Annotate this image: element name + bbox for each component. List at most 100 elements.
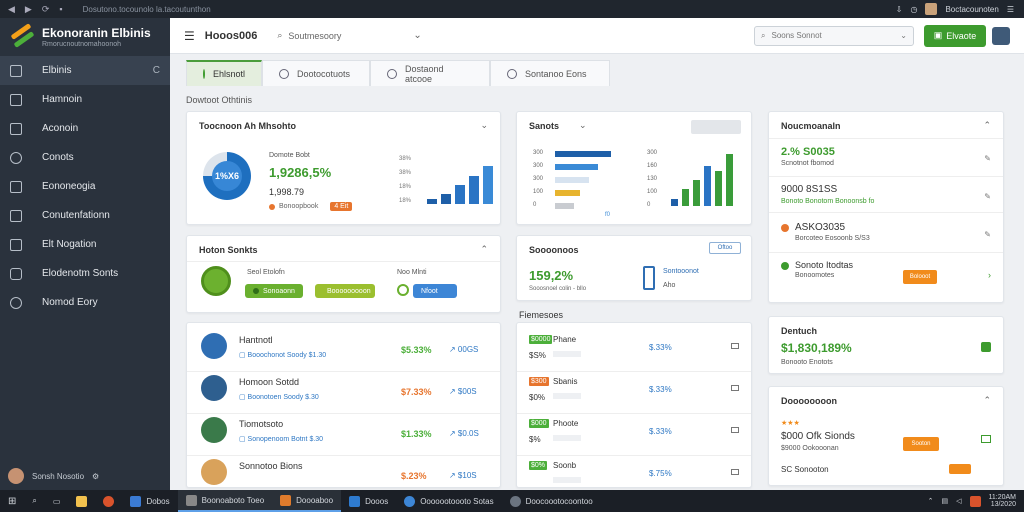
list-item[interactable]: Sonnotoo Bions $.23% ↗ $10S — [187, 459, 500, 497]
brand[interactable]: Ekonoranin Elbinis Rmorucnoutnomahoonoh — [0, 18, 170, 56]
list-item[interactable]: $0000 Phane $S% $.33% — [517, 335, 751, 372]
notification-item[interactable]: 9000 8S1SS Bonoto Bonotom Bonoonsb fo — [781, 184, 874, 205]
chevron-up-icon[interactable]: ⌃ — [983, 395, 991, 405]
check-icon[interactable] — [981, 342, 991, 352]
sidebar-item-aconoin[interactable]: Aconoin — [0, 114, 170, 143]
device-icon — [643, 266, 655, 290]
grid-icon[interactable] — [981, 435, 991, 443]
middle-pill[interactable]: Booooooooon — [315, 284, 375, 298]
start-button[interactable]: ⊞ — [0, 490, 24, 512]
chevron-up-icon[interactable]: ⌃ — [480, 244, 488, 254]
sidebar-user[interactable]: Sonsh Nosotio ⚙ — [8, 468, 99, 484]
sidebar-item-sonts[interactable]: Elodenotm Sonts — [0, 259, 170, 288]
header-avatar[interactable] — [992, 26, 1010, 45]
notification-app-icon[interactable] — [969, 495, 981, 507]
back-icon[interactable]: ◀ — [8, 3, 15, 14]
network-icon[interactable]: ▤ — [941, 498, 949, 505]
notification-item[interactable]: Sonoto Itodtas Bonoomotes — [781, 260, 853, 279]
calendar-icon[interactable] — [731, 427, 739, 433]
task-view-icon[interactable]: ▭ — [52, 496, 61, 506]
list-item[interactable]: $300 Sbanis $0% $.33% — [517, 377, 751, 414]
list-item[interactable]: $0% Soonb $.75% — [517, 461, 751, 497]
edit-icon[interactable]: ✎ — [984, 192, 991, 201]
notification-item[interactable]: 2.% S0035 Scnotnot fbomod — [781, 146, 835, 167]
sidebar-item-conots[interactable]: Conots — [0, 143, 170, 172]
taskbar-app[interactable]: Doooaboo — [272, 490, 342, 512]
status-chip[interactable] — [949, 464, 971, 474]
taskbar-app-label: Ooooootoooto Sotas — [420, 496, 494, 506]
account-label[interactable]: Boctacounoten — [945, 4, 999, 14]
list-item-title: Sbanis — [553, 377, 578, 386]
lock-icon: ▪ — [59, 3, 63, 14]
sidebar-item-eory[interactable]: Nomod Eory — [0, 288, 170, 317]
sidebar-item-hamnoin[interactable]: Hamnoin — [0, 85, 170, 114]
taskbar-app[interactable]: Ooooootoooto Sotas — [396, 490, 501, 512]
calendar-icon[interactable] — [731, 385, 739, 391]
filter-button[interactable] — [691, 120, 741, 134]
chevron-down-icon[interactable]: ⌄ — [480, 120, 488, 130]
divider — [187, 261, 500, 262]
primary-action-button[interactable]: ▣ Elvaote — [924, 24, 986, 47]
divider — [769, 176, 1003, 177]
taskbar-app[interactable]: Dobos — [122, 490, 177, 512]
volume-icon[interactable]: ◁ — [956, 498, 962, 505]
status-badge[interactable]: Sooton — [903, 437, 939, 451]
sidebar-item-nogation[interactable]: Elt Nogation — [0, 230, 170, 259]
download-icon[interactable]: ⇩ — [895, 4, 903, 14]
sidebar-item-eononeogia[interactable]: Eononeogia — [0, 172, 170, 201]
edit-icon[interactable]: ✎ — [984, 154, 991, 163]
chevron-up-icon[interactable]: ⌃ — [927, 498, 934, 505]
collapse-icon[interactable]: C — [152, 65, 160, 76]
chevron-down-icon[interactable]: ⌄ — [413, 30, 422, 41]
hamburger-icon[interactable]: ☰ — [184, 28, 195, 43]
file-explorer-icon[interactable] — [68, 490, 95, 512]
search-input[interactable]: ⌕ Soons Sonnot ⌄ — [754, 25, 914, 46]
left-pill[interactable]: Sonoaonn — [245, 284, 303, 298]
list-item[interactable]: Tiomotsoto ▢ Sonopenoom Botnt $.30 $1.33% ↗… — [187, 417, 500, 456]
list-item[interactable]: Hantnotl ▢ Booochonot Soody $1.30 $5.33% ↗ … — [187, 333, 500, 372]
status-badge[interactable]: Bolooot — [903, 270, 937, 284]
tab-documents[interactable]: Dootocotuots — [262, 60, 370, 86]
chevron-up-icon[interactable]: ⌃ — [983, 120, 991, 130]
avatar — [201, 333, 227, 359]
calendar-icon[interactable] — [731, 343, 739, 349]
clock-icon[interactable]: ◷ — [910, 4, 918, 14]
tab-sources[interactable]: Sontanoo Eons — [490, 60, 610, 86]
mini-bar — [553, 393, 581, 399]
right-pill[interactable]: Nfoot — [413, 284, 457, 298]
tab-overview[interactable]: Ehlsnotl — [186, 60, 262, 86]
clock[interactable]: 11:20AM 13/2020 — [989, 494, 1017, 509]
option-button[interactable]: Oftoo — [709, 242, 741, 254]
brand-logo-icon — [10, 23, 35, 48]
chevron-down-icon[interactable]: ⌄ — [579, 120, 587, 130]
edit-icon[interactable]: ✎ — [984, 230, 991, 239]
sidebar-item-label: Conutenfationn — [42, 210, 110, 221]
profile-avatar[interactable] — [925, 3, 938, 15]
url-field[interactable]: Dosutono.tocounolo la.tacoutunthon — [82, 4, 211, 14]
settings-icon[interactable]: ⚙ — [92, 471, 100, 481]
sidebar-item-label: Nomod Eory — [42, 297, 98, 308]
menu-icon[interactable]: ☰ — [1006, 4, 1014, 14]
scope-selector[interactable]: ⌕ Soutmesoory — [277, 30, 407, 41]
sidebar-item-elbinis[interactable]: Elbinis C — [0, 56, 170, 85]
taskbar-search-icon[interactable]: ⌕ — [32, 496, 37, 505]
calendar-icon[interactable] — [731, 469, 739, 475]
taskbar-app[interactable]: Dooos — [341, 490, 396, 512]
chevron-right-icon[interactable]: › — [988, 270, 991, 280]
search-icon: ⌕ — [761, 30, 766, 40]
list-item[interactable]: $000 Phoote $% $.33% — [517, 419, 751, 456]
performance-card: Toocnoon Ah Mhsohto ⌄ 1%X6 Domote Bobt 1… — [186, 111, 501, 225]
notification-item[interactable]: ASKO3035 Borcoteo Eosoonb S/S3 — [781, 222, 870, 242]
taskbar-app[interactable]: Boonoaboto Toeo — [177, 490, 273, 512]
action-label: Elvaote — [946, 30, 977, 41]
forward-icon[interactable]: ▶ — [24, 3, 32, 14]
chevron-down-icon[interactable]: ⌄ — [900, 31, 907, 40]
tab-analytics[interactable]: Dostaond atcooe — [370, 60, 490, 86]
reload-icon[interactable]: ⟳ — [41, 3, 50, 14]
list-item[interactable]: Homoon Sotdd ▢ Boonotoen Soody $.30 $7.33%… — [187, 375, 500, 414]
taskbar-app[interactable]: Doocoootocoontoo — [502, 490, 601, 512]
right-label: Noo Mlnti — [397, 269, 427, 276]
radio-icon[interactable] — [397, 284, 409, 296]
sidebar-item-conutenfationn[interactable]: Conutenfationn — [0, 201, 170, 230]
browser-icon[interactable] — [95, 490, 122, 512]
